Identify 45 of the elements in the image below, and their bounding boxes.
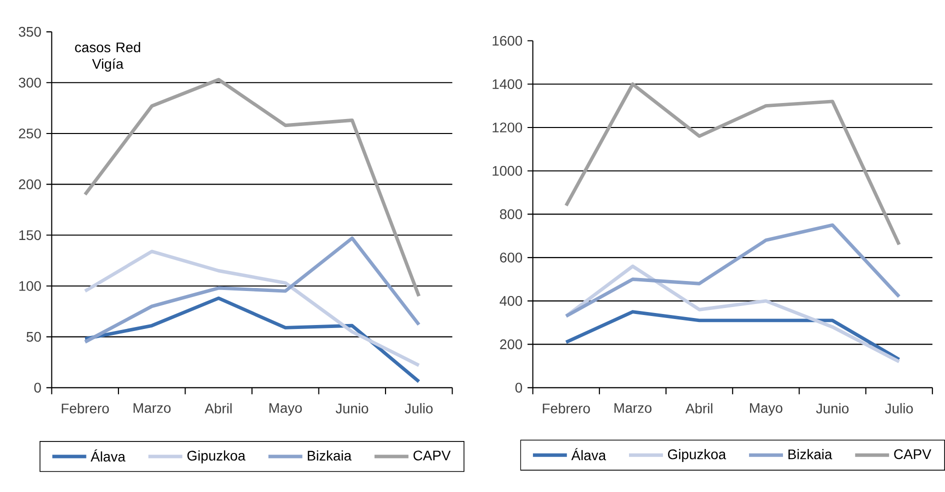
- line-series: [564, 82, 901, 246]
- x-tick-label: Febrero: [62, 403, 109, 414]
- x-tick-label: Junio: [336, 403, 368, 414]
- legend-label: Álava: [90, 449, 126, 462]
- y-tick-label: 200: [500, 339, 522, 350]
- line-series: [83, 296, 421, 384]
- y-tick-label: 200: [18, 179, 41, 190]
- y-tick-label: 1000: [492, 166, 522, 176]
- x-tick-label: Marzo: [134, 403, 171, 413]
- line-series: [83, 236, 421, 344]
- x-tick-label: Junio: [816, 403, 849, 414]
- y-tick-label: 150: [19, 230, 41, 240]
- y-tick-label: 0: [515, 382, 522, 393]
- y-tick-label: 800: [500, 209, 522, 220]
- legend-label: CAPV: [894, 449, 932, 460]
- line-series: [83, 250, 421, 368]
- x-tick-label: Julio: [885, 403, 913, 414]
- legend-label: Bizkaia: [788, 449, 832, 460]
- line-series: [83, 78, 421, 298]
- y-tick-label: 1200: [492, 122, 522, 132]
- y-tick-label: 0: [34, 382, 41, 393]
- legend-label: Bizkaia: [308, 450, 352, 461]
- x-tick-label: Abril: [204, 403, 232, 414]
- y-tick-label: 600: [500, 252, 522, 262]
- y-tick-label: 250: [18, 128, 41, 138]
- y-tick-label: 350: [18, 26, 41, 37]
- y-tick-label: 100: [19, 281, 41, 291]
- legend-label: Gipuzkoa: [187, 450, 246, 464]
- line-series: [564, 223, 901, 318]
- legend-label: CAPV: [414, 450, 451, 460]
- x-tick-label: Abril: [685, 403, 712, 414]
- line-series: [564, 264, 901, 364]
- y-tick-label: 1400: [492, 79, 522, 90]
- y-tick-label: 400: [500, 296, 522, 306]
- y-tick-label: 300: [18, 78, 41, 88]
- x-tick-label: Febrero: [542, 403, 590, 414]
- annotation: casos Red Vigía: [75, 42, 140, 72]
- legend-label: Álava: [571, 448, 606, 460]
- x-tick-label: Mayo: [270, 403, 302, 416]
- x-tick-label: Julio: [404, 403, 433, 414]
- x-tick-label: Mayo: [750, 403, 782, 416]
- y-tick-label: 50: [26, 332, 41, 342]
- x-tick-label: Marzo: [614, 403, 652, 413]
- y-tick-label: 1600: [492, 36, 522, 46]
- legend-label: Gipuzkoa: [668, 449, 726, 462]
